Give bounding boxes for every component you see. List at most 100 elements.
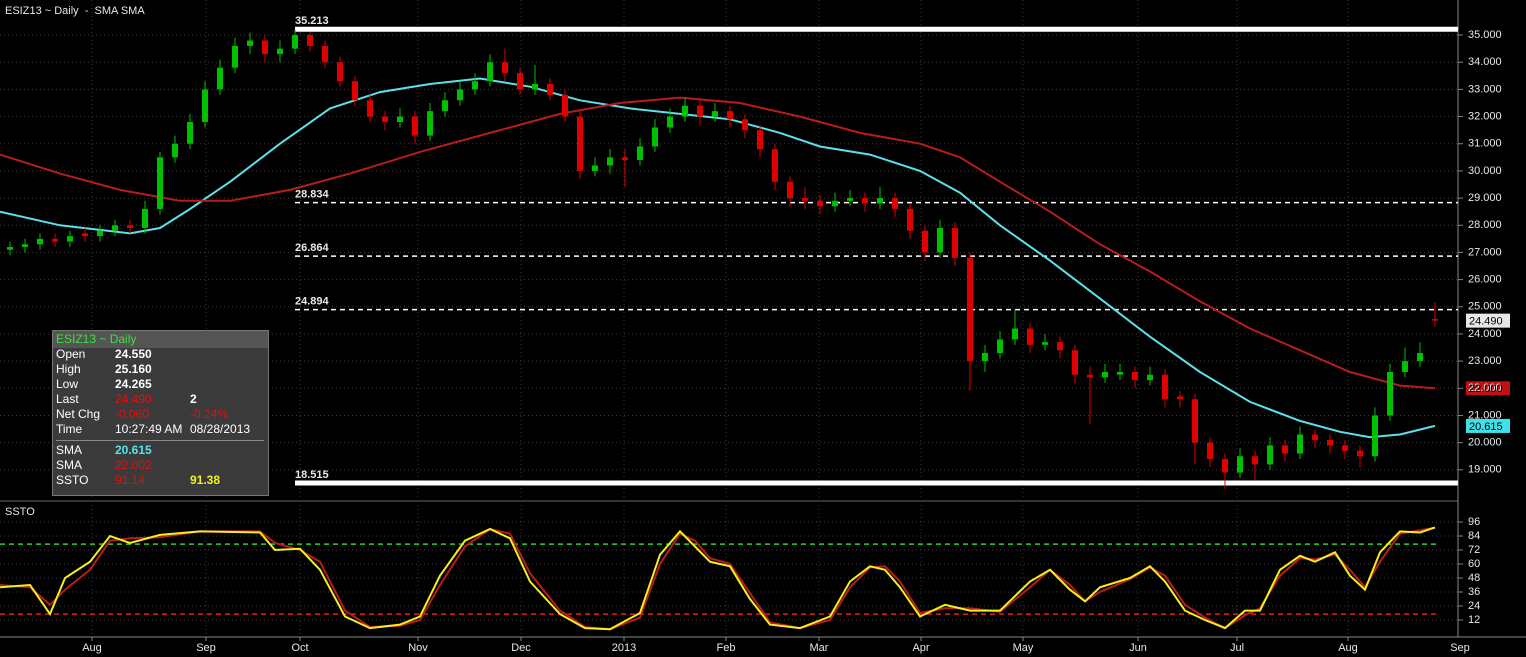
candle-body [1402, 361, 1408, 373]
candle-body [322, 45, 328, 63]
y-tick-label: 72 [1468, 544, 1480, 556]
candle-body [547, 83, 553, 95]
candle-body [1357, 450, 1363, 457]
candle-body [187, 122, 193, 144]
y-tick-label: 96 [1468, 516, 1480, 528]
candle-body [532, 83, 538, 90]
price-tag-label: 24.490 [1469, 316, 1503, 328]
candle-body [1417, 352, 1423, 362]
info-value: -0.24% [190, 407, 229, 421]
candle-body [697, 105, 703, 117]
candle-body [817, 200, 823, 207]
labels: ESIZ13 ~ Daily - SMA SMA SSTO 19.000 20.0… [5, 5, 1503, 654]
level-label: 35.213 [295, 15, 329, 27]
candle-body [967, 257, 973, 362]
candle-body [442, 100, 448, 112]
x-tick-label: 2013 [612, 642, 636, 654]
candle-body [457, 89, 463, 101]
candle-body [1327, 439, 1333, 446]
price-tag [1466, 381, 1510, 396]
candle-body [7, 247, 13, 250]
info-label: Low [56, 377, 79, 391]
y-tick-label: 33.000 [1468, 83, 1502, 95]
candle-body [982, 352, 988, 362]
candle-body [997, 339, 1003, 353]
line-series [0, 77, 1436, 439]
x-tick-label: Mar [810, 642, 829, 654]
candle-body [352, 81, 358, 101]
candle-body [1267, 445, 1273, 465]
y-tick-label: 60 [1468, 558, 1480, 570]
x-tick-label: Aug [82, 642, 102, 654]
info-value: -0.060 [115, 407, 150, 421]
candle-body [637, 146, 643, 161]
line-series [0, 96, 1436, 390]
candle-body [1282, 445, 1288, 454]
x-tick-label: Feb [717, 642, 736, 654]
info-value: 22.002 [115, 458, 152, 472]
candle-body [1117, 372, 1123, 375]
candle-body [427, 111, 433, 136]
candle-body [1312, 434, 1318, 440]
y-tick-label: 28.000 [1468, 219, 1502, 231]
candle-body [592, 165, 598, 171]
x-tick-label: Sep [1450, 642, 1470, 654]
candle-body [397, 116, 403, 123]
y-tick-label: 48 [1468, 572, 1480, 584]
candle-body [1252, 456, 1258, 465]
candle-body [847, 198, 853, 201]
candle-body [1222, 458, 1228, 473]
candle-body [832, 200, 838, 207]
candle-body [472, 81, 478, 90]
level-label: 28.834 [295, 189, 330, 201]
y-tick-label: 24.000 [1468, 328, 1502, 340]
info-label: Last [56, 392, 79, 406]
candle-body [607, 157, 613, 166]
level-label: 26.864 [295, 242, 330, 254]
y-tick-label: 31.000 [1468, 138, 1502, 150]
x-tick-label: Jul [1230, 642, 1244, 654]
y-tick-label: 25.000 [1468, 301, 1502, 313]
candle-body [172, 143, 178, 158]
candle-body [787, 181, 793, 199]
x-tick-label: Oct [291, 642, 308, 654]
candle-body [97, 230, 103, 237]
candle-body [82, 233, 88, 237]
candle-body [1132, 372, 1138, 381]
candle-body [517, 73, 523, 90]
candle-body [247, 40, 253, 46]
price-tag-label: 20.615 [1469, 421, 1503, 433]
info-label: High [56, 362, 81, 376]
candle-body [1342, 445, 1348, 451]
candle-body [1087, 374, 1093, 378]
candle-body [1102, 372, 1108, 378]
candle-body [772, 149, 778, 182]
candle-body [67, 236, 73, 242]
info-label: SMA [56, 443, 83, 457]
x-tick-label: Apr [912, 642, 929, 654]
candle-body [937, 227, 943, 253]
candle-body [1192, 399, 1198, 443]
info-title: ESIZ13 ~ Daily [53, 331, 268, 348]
candle-body [1297, 434, 1303, 454]
y-tick-label: 24 [1468, 600, 1480, 612]
x-tick-label: Dec [511, 642, 531, 654]
candle-body [1162, 374, 1168, 400]
candle-body [502, 62, 508, 74]
candle-body [367, 100, 373, 117]
candle-body [292, 35, 298, 49]
info-divider [56, 440, 264, 441]
y-tick-label: 27.000 [1468, 246, 1502, 258]
info-label: SSTO [56, 473, 89, 487]
info-label: Open [56, 347, 86, 361]
candle-body [127, 225, 133, 228]
candle-body [742, 119, 748, 131]
x-tick-label: Nov [408, 642, 428, 654]
candle-body [382, 116, 388, 123]
candle-body [877, 198, 883, 204]
y-tick-label: 30.000 [1468, 165, 1502, 177]
candle-body [1042, 342, 1048, 345]
candle-body [892, 198, 898, 209]
